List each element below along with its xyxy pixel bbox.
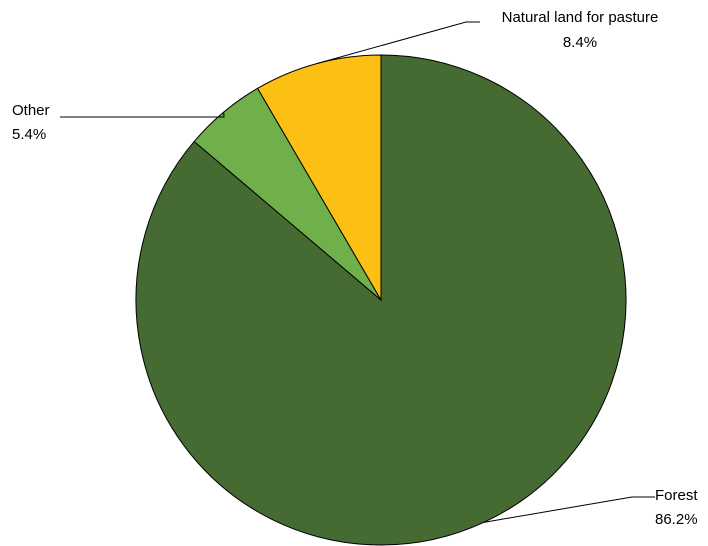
slice-label: Natural land for pasture	[502, 9, 659, 26]
slice-value-label: 8.4%	[563, 34, 597, 51]
slice-value-label: 5.4%	[12, 126, 46, 143]
leader-lines	[60, 21, 655, 523]
leader-line	[316, 21, 480, 64]
slice-value-label: 86.2%	[655, 511, 698, 528]
pie-slice-natural-land-for-pasture	[256, 54, 382, 302]
leader-line	[60, 112, 225, 118]
slice-label: Forest	[655, 487, 698, 504]
pie-slices	[135, 54, 627, 546]
slice-label: Other	[12, 102, 50, 119]
leader-line	[483, 496, 655, 523]
slice-labels: Forest 86.2% Other 5.4% Natural land for pas…	[12, 9, 698, 528]
